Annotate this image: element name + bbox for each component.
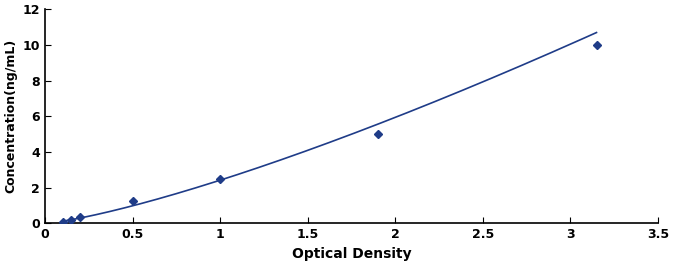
Y-axis label: Concentration(ng/mL): Concentration(ng/mL) <box>4 39 17 193</box>
X-axis label: Optical Density: Optical Density <box>291 247 411 261</box>
